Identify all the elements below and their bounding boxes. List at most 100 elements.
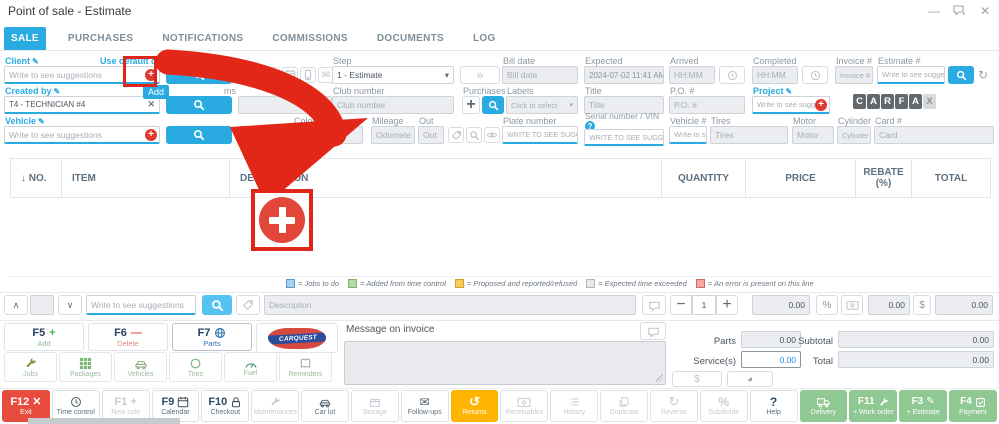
move-up-button[interactable]: ∧: [4, 295, 28, 315]
f6-delete-button[interactable]: F6— Delete: [88, 323, 168, 351]
col-total[interactable]: TOTAL: [912, 159, 991, 197]
carfax-logo[interactable]: C A R F A X: [853, 94, 936, 109]
tab-notifications[interactable]: NOTIFICATIONS: [162, 33, 244, 44]
subdivide-button[interactable]: % Subdivide: [699, 390, 748, 422]
chat-button[interactable]: [952, 3, 966, 17]
completed-input[interactable]: HH:MM: [752, 66, 798, 84]
arrived-input[interactable]: HH:MM: [669, 66, 715, 84]
payment-button[interactable]: F4 Payment: [949, 390, 997, 422]
tab-commissions[interactable]: COMMISSIONS: [272, 33, 348, 44]
message-on-invoice-textarea[interactable]: [344, 341, 666, 385]
step-forward-button[interactable]: »: [460, 66, 500, 84]
labels-select[interactable]: Click to select ▾: [506, 96, 578, 114]
rebate-input[interactable]: 0.00: [868, 295, 910, 315]
calendar-button-small[interactable]: [282, 67, 298, 83]
estimate-number-input[interactable]: Write to see suggesti: [877, 66, 945, 84]
completed-clock-button[interactable]: [802, 66, 828, 84]
item-tag-button[interactable]: [236, 295, 260, 315]
project-input[interactable]: Write to see sugg +: [752, 96, 830, 114]
message-comment-button[interactable]: [640, 322, 666, 340]
estimate-search-button[interactable]: [948, 66, 974, 84]
packages-button[interactable]: Packages: [59, 352, 112, 382]
add-line-button[interactable]: [259, 197, 305, 243]
created-by-input[interactable]: T4 - TECHNICIAN #4 ✕: [4, 96, 160, 114]
item-code-input[interactable]: Write to see suggestions: [86, 295, 196, 315]
history-button[interactable]: History: [550, 390, 599, 422]
add-vehicle-icon[interactable]: +: [145, 129, 157, 141]
col-rebate[interactable]: REBATE (%): [856, 159, 912, 197]
returns-button[interactable]: ↺ Returns: [450, 390, 499, 422]
invoice-input[interactable]: Invoice #: [835, 66, 873, 84]
clear-icon[interactable]: ✕: [147, 99, 155, 109]
row3-middle-input[interactable]: [238, 126, 290, 144]
item-comment-button[interactable]: [642, 295, 666, 315]
close-button[interactable]: ✕: [980, 4, 990, 18]
title-input[interactable]: Title: [584, 96, 664, 114]
new-estimate-button[interactable]: F3 ✎ + Estimate: [899, 390, 948, 422]
tires-button[interactable]: Tires: [169, 352, 222, 382]
help-button[interactable]: ? Help: [749, 390, 798, 422]
tab-purchases[interactable]: PURCHASES: [67, 33, 134, 44]
receivables-button[interactable]: Receivables: [500, 390, 549, 422]
club-number-input[interactable]: Club number: [332, 96, 454, 114]
jobs-button[interactable]: Jobs: [4, 352, 57, 382]
created-by-search-button[interactable]: [166, 96, 232, 114]
tires-input[interactable]: Tires: [710, 126, 788, 144]
reminders-button[interactable]: Reminders: [279, 352, 332, 382]
qty-plus-button[interactable]: +: [716, 295, 738, 315]
col-no[interactable]: ↓ NO.: [10, 159, 62, 197]
expected-input[interactable]: 2024-07-02 11:41 AM: [584, 66, 664, 84]
services-total-input[interactable]: 0.00: [741, 351, 801, 368]
price-input[interactable]: 0.00: [752, 295, 810, 315]
dollar-mode-button[interactable]: $: [672, 371, 722, 387]
car-lot-button[interactable]: Car lot: [301, 390, 349, 422]
exit-button[interactable]: F12 ✕ Exit: [2, 390, 50, 422]
cylinder-input[interactable]: Cylinder: [837, 126, 871, 144]
arrived-clock-button[interactable]: [719, 66, 745, 84]
search-small-button[interactable]: [466, 127, 482, 143]
minimize-button[interactable]: —: [928, 4, 940, 18]
maintenances-button[interactable]: Maintenances: [251, 390, 300, 422]
tab-sale[interactable]: SALE: [4, 27, 46, 50]
pie-chart-button[interactable]: ◕: [727, 371, 773, 387]
fuel-button[interactable]: Fuel: [224, 352, 277, 382]
move-down-button[interactable]: ∨: [58, 295, 82, 315]
col-price[interactable]: PRICE: [746, 159, 856, 197]
work-order-button[interactable]: F11 + Work order: [849, 390, 898, 422]
follow-ups-button[interactable]: ✉ Follow-ups: [400, 390, 449, 422]
card-input[interactable]: Card: [874, 126, 994, 144]
use-default-client-link[interactable]: Use default client: [100, 56, 175, 66]
f5-add-button[interactable]: F5 + Add: [4, 323, 84, 351]
duplicate-button[interactable]: Duplicate: [600, 390, 648, 422]
client-search-button[interactable]: [166, 66, 232, 84]
tag-button[interactable]: [448, 127, 464, 143]
po-input[interactable]: P.O. #: [669, 96, 745, 114]
color-input[interactable]: Color: [293, 126, 363, 144]
item-description-input[interactable]: Description: [264, 295, 636, 315]
note-button[interactable]: [264, 67, 280, 83]
phone-button[interactable]: [300, 67, 316, 83]
line-total-input[interactable]: 0.00: [935, 295, 993, 315]
purchases-add-button[interactable]: +: [462, 96, 480, 114]
delivery-button[interactable]: Delivery: [799, 390, 848, 422]
calendar-button[interactable]: F9 Calendar: [151, 390, 200, 422]
cash-button[interactable]: [841, 295, 863, 315]
dollar-button[interactable]: $: [913, 295, 931, 315]
percent-button[interactable]: %: [816, 295, 838, 315]
row2-middle-input[interactable]: [238, 96, 332, 114]
tab-documents[interactable]: DOCUMENTS: [376, 33, 444, 44]
qty-input[interactable]: 1: [692, 295, 716, 315]
col-quantity[interactable]: QUANTITY: [662, 159, 746, 197]
item-search-button[interactable]: [202, 295, 232, 315]
items-table-body[interactable]: [10, 198, 991, 277]
bill-date-input[interactable]: Bill date: [502, 66, 578, 84]
refresh-button[interactable]: ↻: [978, 68, 988, 82]
mileage-input[interactable]: Odomete: [371, 126, 415, 144]
vehicle-input[interactable]: Write to see suggestions +: [4, 126, 160, 144]
help-icon[interactable]: ?: [585, 121, 595, 131]
checkout-button[interactable]: F10 Checkout: [201, 390, 250, 422]
eye-button[interactable]: [484, 127, 500, 143]
vin-input[interactable]: WRITE TO SEE SUGG: [584, 129, 664, 146]
qty-minus-button[interactable]: −: [670, 295, 692, 315]
step-select[interactable]: 1 - Estimate ▾: [332, 66, 454, 84]
